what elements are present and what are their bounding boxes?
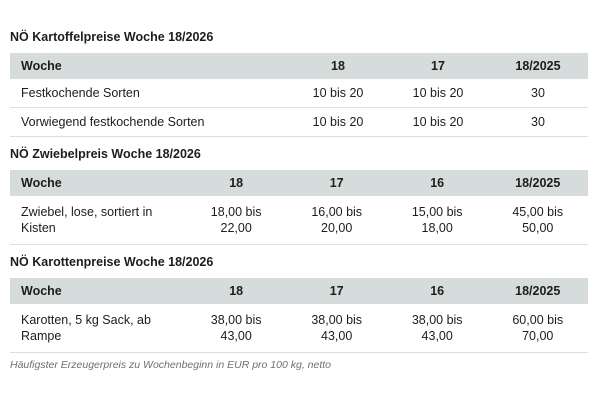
column-header-week-18-2025: 18/2025 [488, 53, 588, 79]
price-cell: 10 bis 20 [388, 107, 488, 137]
column-header-week-16: 16 [386, 278, 488, 304]
karottenpreise-title: NÖ Karottenpreise Woche 18/2026 [10, 255, 214, 269]
price-cell: 10 bis 20 [388, 79, 488, 108]
price-cell: 30 [488, 79, 588, 108]
column-header-week-18: 18 [185, 170, 287, 196]
table-header-row: Woche 18 17 18/2025 [10, 53, 588, 79]
row-label: Karotten, 5 kg Sack, ab Rampe [10, 304, 186, 353]
kartoffelpreise-title: NÖ Kartoffelpreise Woche 18/2026 [10, 30, 214, 44]
price-report-page: NÖ Kartoffelpreise Woche 18/2026 Woche 1… [10, 30, 588, 371]
table-header-row: Woche 18 17 16 18/2025 [10, 278, 588, 304]
column-header-week-17: 17 [286, 170, 387, 196]
price-cell: 15,00 bis 18,00 [386, 196, 488, 245]
row-label: Festkochende Sorten [10, 79, 288, 108]
karottenpreise-section: NÖ Karottenpreise Woche 18/2026 Woche 18… [10, 255, 588, 353]
kartoffelpreise-table: Woche 18 17 18/2025 Festkochende Sorten … [10, 53, 588, 137]
kartoffelpreise-section: NÖ Kartoffelpreise Woche 18/2026 Woche 1… [10, 30, 588, 137]
price-cell: 10 bis 20 [288, 107, 388, 137]
column-header-week-16: 16 [386, 170, 488, 196]
column-header-week-18-2025: 18/2025 [487, 278, 588, 304]
column-header-woche: Woche [10, 53, 288, 79]
price-cell: 45,00 bis 50,00 [487, 196, 588, 245]
column-header-week-17: 17 [286, 278, 387, 304]
price-cell: 10 bis 20 [288, 79, 388, 108]
zwiebelpreis-table: Woche 18 17 16 18/2025 Zwiebel, lose, so… [10, 170, 588, 245]
price-cell: 38,00 bis 43,00 [386, 304, 488, 353]
row-label: Vorwiegend festkochende Sorten [10, 107, 288, 137]
table-row: Karotten, 5 kg Sack, ab Rampe 38,00 bis … [10, 304, 588, 353]
price-cell: 38,00 bis 43,00 [286, 304, 387, 353]
table-row: Festkochende Sorten 10 bis 20 10 bis 20 … [10, 79, 588, 108]
zwiebelpreis-title: NÖ Zwiebelpreis Woche 18/2026 [10, 147, 201, 161]
karottenpreise-table: Woche 18 17 16 18/2025 Karotten, 5 kg Sa… [10, 278, 588, 353]
column-header-woche: Woche [10, 278, 186, 304]
price-cell: 60,00 bis 70,00 [487, 304, 588, 353]
column-header-week-18: 18 [185, 278, 287, 304]
column-header-woche: Woche [10, 170, 186, 196]
price-cell: 30 [488, 107, 588, 137]
column-header-week-17: 17 [388, 53, 488, 79]
table-row: Vorwiegend festkochende Sorten 10 bis 20… [10, 107, 588, 137]
table-header-row: Woche 18 17 16 18/2025 [10, 170, 588, 196]
row-label: Zwiebel, lose, sortiert in Kisten [10, 196, 186, 245]
footnote: Häufigster Erzeugerpreis zu Wochenbeginn… [10, 359, 332, 371]
column-header-week-18: 18 [288, 53, 388, 79]
table-row: Zwiebel, lose, sortiert in Kisten 18,00 … [10, 196, 588, 245]
column-header-week-18-2025: 18/2025 [487, 170, 588, 196]
zwiebelpreis-section: NÖ Zwiebelpreis Woche 18/2026 Woche 18 1… [10, 147, 588, 245]
price-cell: 38,00 bis 43,00 [185, 304, 287, 353]
price-cell: 16,00 bis 20,00 [286, 196, 387, 245]
price-cell: 18,00 bis 22,00 [185, 196, 287, 245]
